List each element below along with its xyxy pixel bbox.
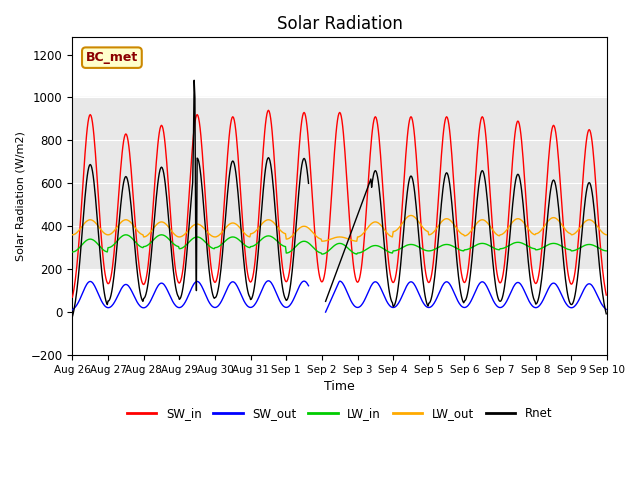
X-axis label: Time: Time	[324, 380, 355, 393]
Text: BC_met: BC_met	[86, 51, 138, 64]
Legend: SW_in, SW_out, LW_in, LW_out, Rnet: SW_in, SW_out, LW_in, LW_out, Rnet	[122, 402, 557, 425]
Bar	[72, 97, 607, 269]
Title: Solar Radiation: Solar Radiation	[276, 15, 403, 33]
Y-axis label: Solar Radiation (W/m2): Solar Radiation (W/m2)	[15, 131, 25, 261]
